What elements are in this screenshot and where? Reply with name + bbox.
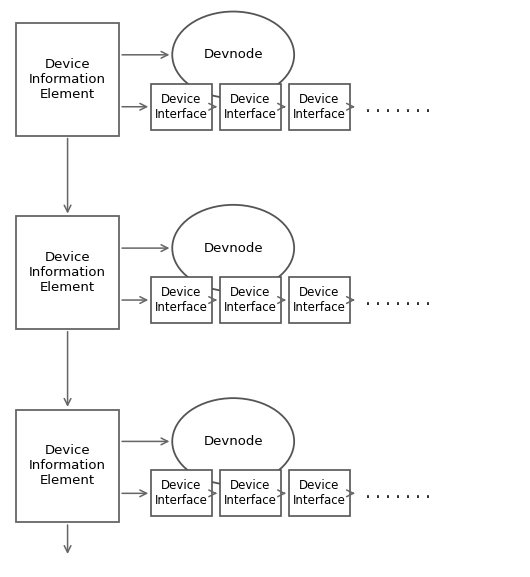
- Text: Device
Interface: Device Interface: [155, 286, 208, 314]
- Ellipse shape: [172, 205, 294, 291]
- Text: Devnode: Devnode: [204, 242, 263, 254]
- Text: Device
Interface: Device Interface: [293, 286, 346, 314]
- Text: .......: .......: [363, 291, 433, 309]
- Text: Device
Interface: Device Interface: [224, 93, 277, 121]
- Bar: [151, 277, 212, 323]
- Bar: [151, 470, 212, 516]
- Bar: [220, 84, 281, 130]
- Bar: [16, 23, 119, 136]
- Text: Device
Interface: Device Interface: [293, 479, 346, 507]
- Text: Device
Interface: Device Interface: [155, 93, 208, 121]
- Bar: [151, 84, 212, 130]
- Bar: [16, 410, 119, 522]
- Text: Device
Information
Element: Device Information Element: [29, 58, 106, 101]
- Bar: [220, 277, 281, 323]
- Text: Devnode: Devnode: [204, 48, 263, 61]
- Ellipse shape: [172, 398, 294, 485]
- Text: Device
Interface: Device Interface: [224, 286, 277, 314]
- Text: Device
Information
Element: Device Information Element: [29, 444, 106, 488]
- Text: .......: .......: [363, 98, 433, 116]
- Bar: [220, 470, 281, 516]
- Text: Device
Interface: Device Interface: [224, 479, 277, 507]
- Text: .......: .......: [363, 484, 433, 503]
- Text: Device
Interface: Device Interface: [155, 479, 208, 507]
- Bar: [289, 277, 350, 323]
- Text: Device
Information
Element: Device Information Element: [29, 251, 106, 294]
- Bar: [16, 216, 119, 329]
- Bar: [289, 470, 350, 516]
- Bar: [289, 84, 350, 130]
- Ellipse shape: [172, 12, 294, 98]
- Text: Devnode: Devnode: [204, 435, 263, 448]
- Text: Device
Interface: Device Interface: [293, 93, 346, 121]
